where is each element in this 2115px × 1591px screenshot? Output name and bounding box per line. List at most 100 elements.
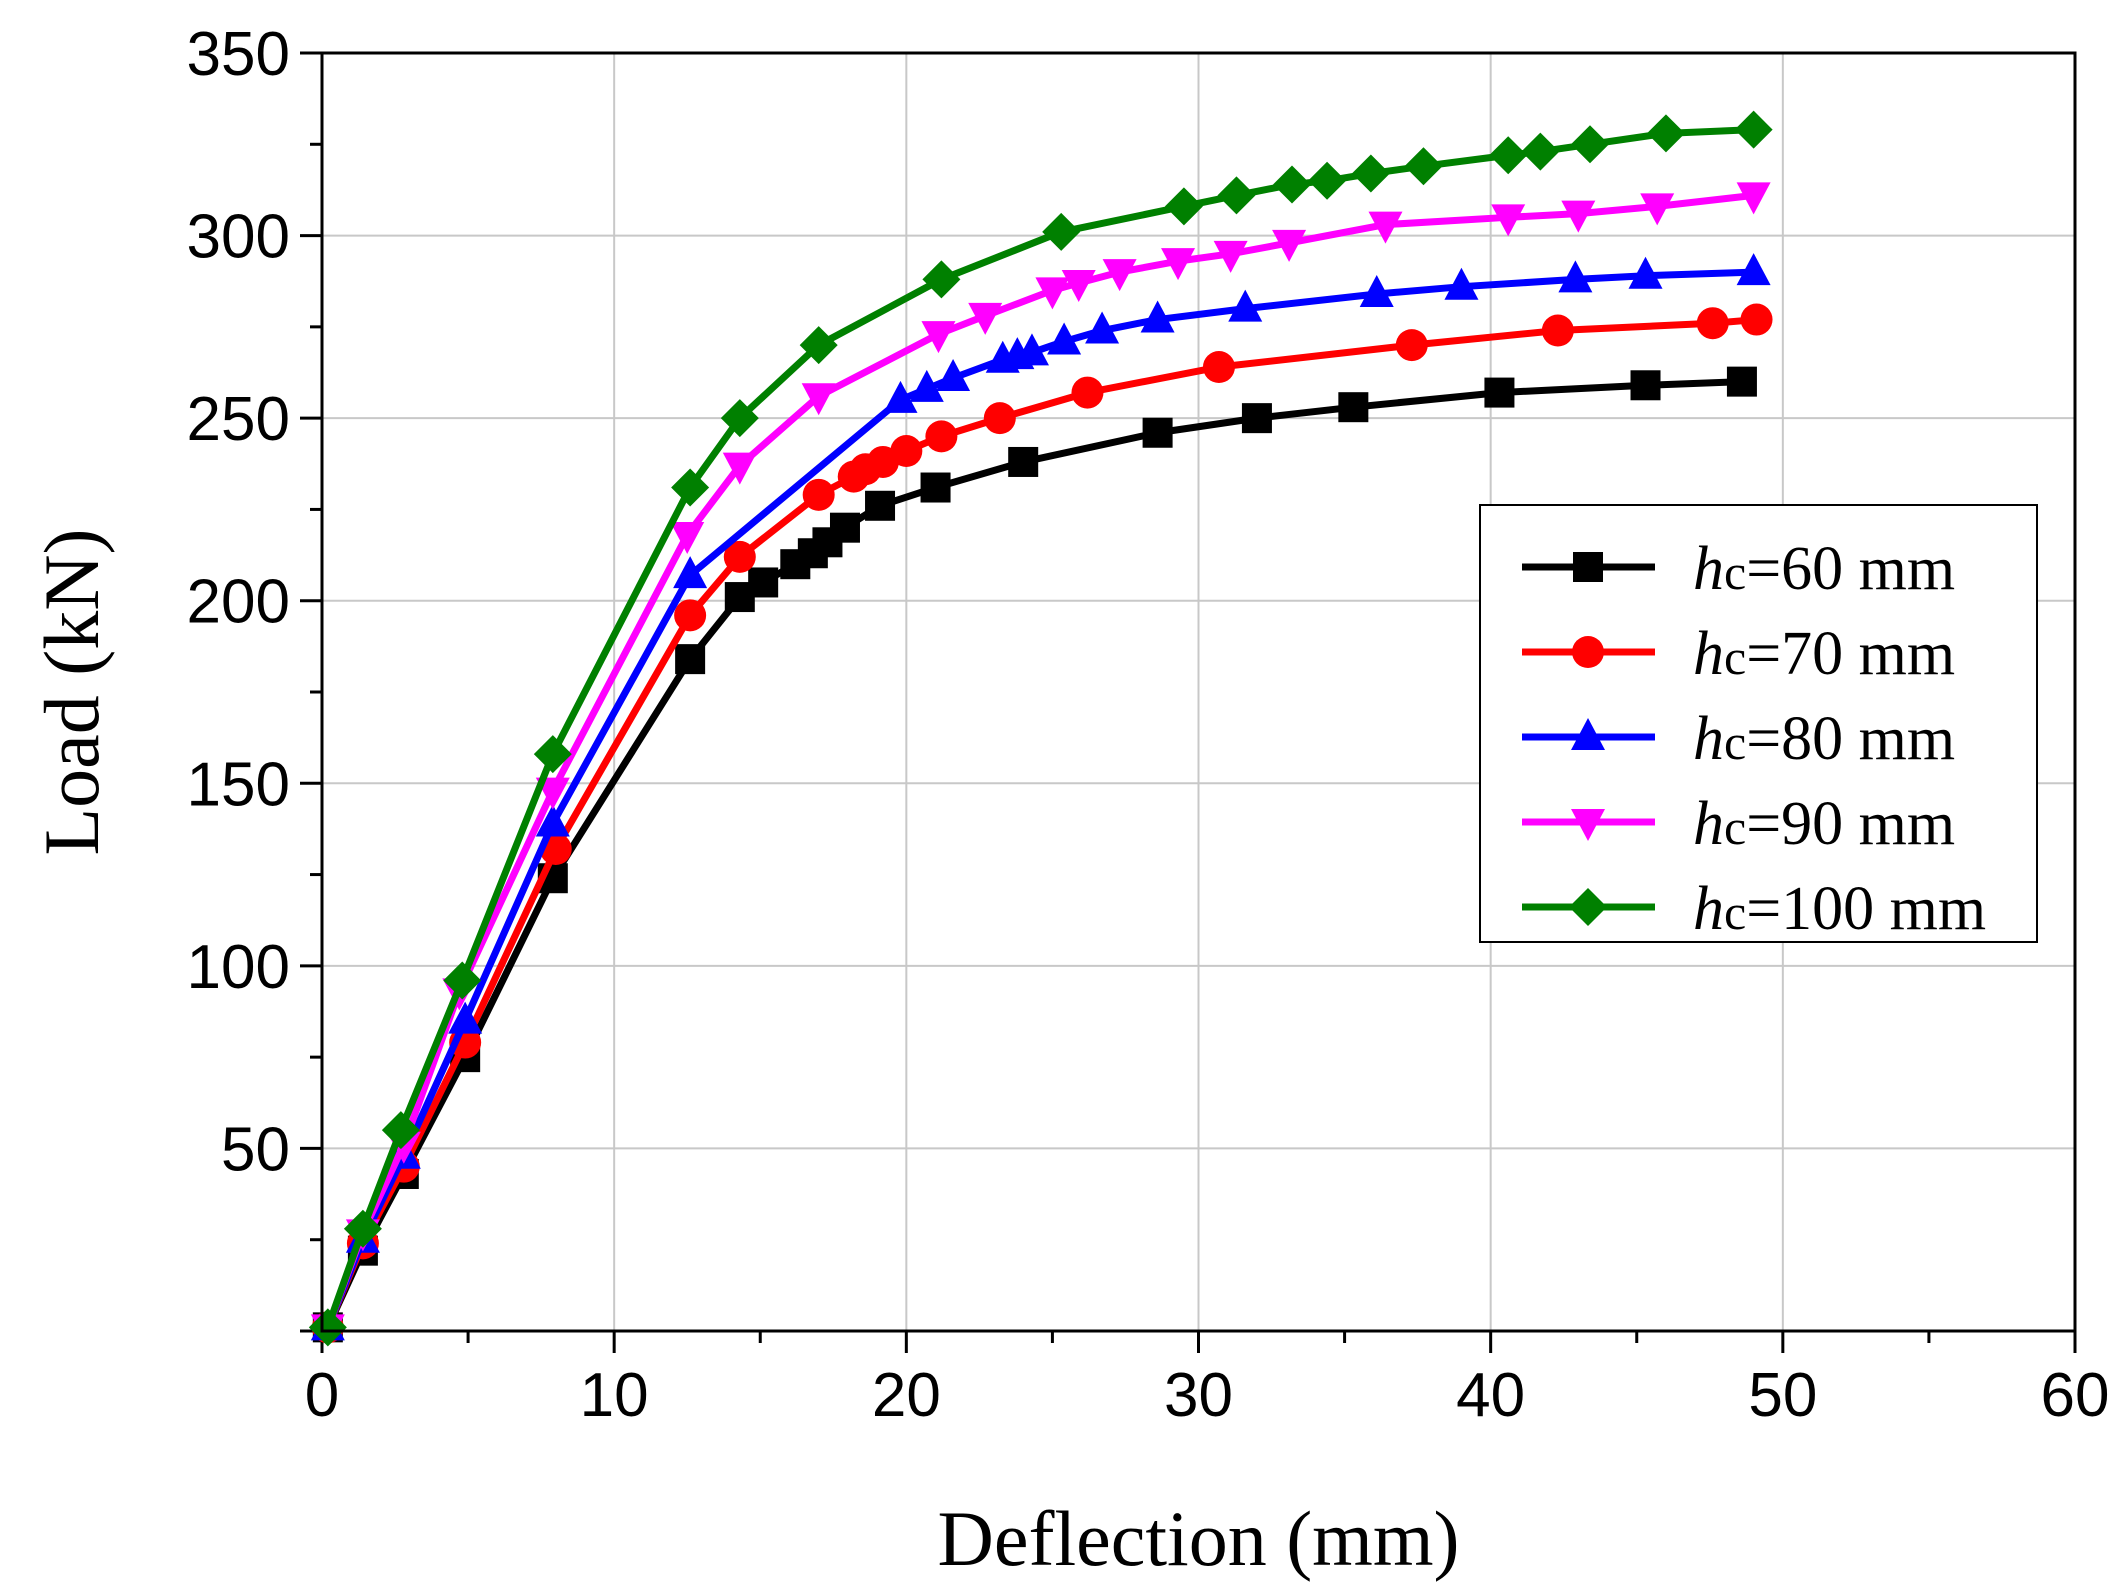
legend-item-3: hc=90 mm [1522,790,1955,858]
marker-circle [1202,351,1235,384]
x-tick-label: 0 [305,1361,339,1430]
marker-diamond [308,1308,347,1347]
marker-diamond [720,399,759,438]
y-tick-label: 350 [187,20,290,89]
marker-triangle-down [1561,200,1596,233]
axis-ticks [300,51,2077,1353]
marker-triangle-down [1035,277,1070,310]
marker-circle [925,420,958,453]
marker-triangle-up [1571,718,1605,750]
marker-diamond [1042,212,1081,251]
x-tick-label: 20 [872,1361,941,1430]
plot-frame [320,51,2077,1333]
marker-triangle-down [670,521,705,554]
marker-diamond [1272,165,1311,204]
marker-diamond [922,260,961,299]
marker-diamond [1351,154,1390,193]
marker-triangle-up [448,1001,483,1034]
marker-triangle-down [1161,248,1196,281]
marker-triangle-down [1272,229,1307,262]
y-tick-label: 300 [187,203,290,272]
y-axis-title: Load (kN) [28,528,115,855]
marker-triangle-up [1228,289,1263,322]
legend: hc=60 mm hc=70 mm hc=80 mm hc=90 mm hc=100 m… [1479,504,2038,943]
marker-diamond [799,326,838,365]
marker-circle [1071,376,1104,409]
marker-triangle-up [1047,322,1082,355]
marker-diamond [381,1111,420,1150]
legend-label: hc=90 mm [1693,790,1955,858]
marker-circle [674,599,707,632]
marker-triangle-up [1444,267,1479,300]
marker-diamond [671,468,710,507]
legend-label: hc=80 mm [1693,705,1955,773]
marker-diamond [1571,125,1610,164]
marker-triangle-up [1558,260,1593,293]
series-1 [311,303,1773,1344]
y-tick-label: 200 [187,568,290,637]
marker-square [1008,446,1039,477]
legend-item-0: hc=60 mm [1522,535,1955,603]
marker-triangle-down [801,383,836,416]
marker-diamond [1646,114,1685,153]
x-tick-label: 60 [2041,1361,2110,1430]
x-tick-label: 40 [1456,1361,1525,1430]
marker-triangle-down [1571,809,1605,841]
legend-item-4: hc=100 mm [1522,875,1986,943]
legend-item-1: hc=70 mm [1522,620,1955,688]
marker-circle [1572,636,1604,668]
legend-label: hc=100 mm [1693,875,1986,943]
legend-label: hc=70 mm [1693,620,1955,688]
marker-square [1630,370,1661,401]
marker-square [1338,392,1369,423]
marker-circle [723,540,756,573]
series-4 [308,110,1773,1347]
marker-square [1241,403,1272,434]
marker-square [1142,417,1173,448]
x-axis-title: Deflection (mm) [938,1495,1460,1582]
marker-triangle-down [1102,259,1137,292]
series-3 [310,182,1771,1347]
marker-triangle-up [1628,256,1663,289]
marker-triangle-up [1140,300,1175,333]
marker-triangle-down [1491,204,1526,237]
marker-triangle-down [1736,182,1771,215]
marker-square [675,644,706,675]
marker-triangle-down [968,302,1003,335]
legend-item-2: hc=80 mm [1522,705,1955,773]
marker-square [1573,552,1603,582]
marker-square [748,567,779,598]
marker-diamond [1569,888,1607,926]
marker-triangle-down [1640,193,1675,226]
marker-triangle-up [1014,333,1049,366]
marker-diamond [1734,110,1773,149]
marker-triangle-up [909,369,944,402]
marker-triangle-up [1736,253,1771,286]
marker-circle [802,478,835,511]
marker-diamond [533,735,572,774]
marker-diamond [1521,132,1560,171]
marker-circle [1696,307,1729,340]
marker-triangle-down [1061,270,1096,303]
y-tick-label: 100 [187,933,290,1002]
marker-circle [1740,303,1773,336]
marker-diamond [443,961,482,1000]
marker-circle [890,435,923,468]
marker-diamond [1164,187,1203,226]
marker-triangle-up [883,380,918,413]
marker-diamond [1489,136,1528,175]
marker-square [920,472,951,503]
x-tick-label: 10 [580,1361,649,1430]
y-tick-label: 150 [187,750,290,819]
marker-square [865,490,896,521]
marker-triangle-up [1085,311,1120,344]
x-tick-label: 30 [1164,1361,1233,1430]
marker-triangle-down [535,777,570,810]
x-tick-label: 50 [1748,1361,1817,1430]
marker-triangle-down [921,321,956,354]
marker-square [829,512,860,543]
marker-diamond [1217,176,1256,215]
y-tick-label: 250 [187,385,290,454]
marker-triangle-down [1368,211,1403,244]
